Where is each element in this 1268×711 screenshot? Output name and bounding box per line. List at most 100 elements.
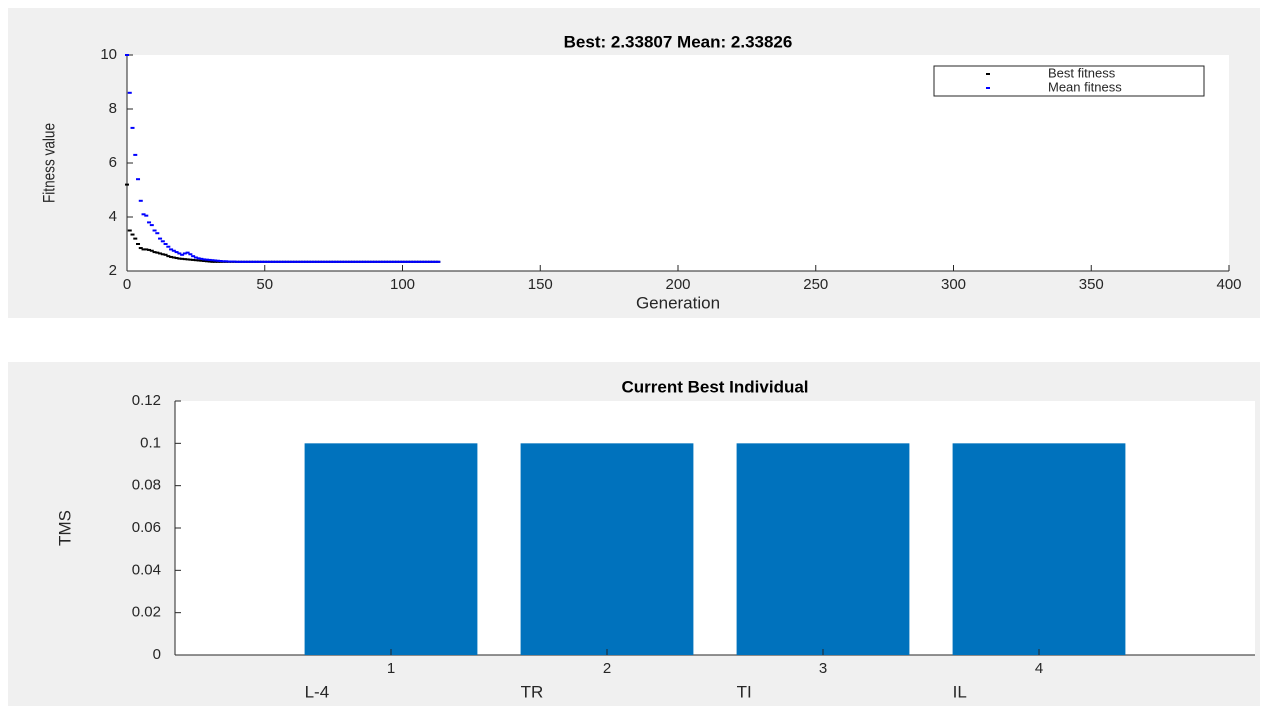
fitness-point: [141, 248, 146, 251]
fitness-point: [160, 253, 165, 256]
fitness-point: [350, 260, 355, 263]
x-tick-label: 350: [1079, 276, 1104, 293]
fitness-point: [436, 260, 441, 263]
fitness-point: [361, 260, 366, 263]
fitness-point: [265, 260, 270, 263]
fitness-point: [271, 260, 276, 263]
fitness-point: [130, 126, 135, 129]
fitness-point: [248, 260, 253, 263]
fitness-point: [246, 260, 251, 263]
y-tick-label: 0.06: [132, 519, 161, 536]
y-tick-label: 10: [100, 46, 117, 63]
fitness-point: [144, 248, 149, 251]
fitness-point: [193, 259, 198, 262]
fitness-point: [268, 260, 273, 263]
fitness-point: [169, 248, 174, 251]
chart-title: Current Best Individual: [621, 377, 808, 396]
fitness-point: [191, 258, 196, 261]
fitness-point: [210, 260, 215, 263]
fitness-point: [345, 260, 350, 263]
fitness-point: [232, 260, 237, 263]
fitness-point: [309, 260, 314, 263]
fitness-point: [312, 260, 317, 263]
fitness-point: [240, 260, 245, 263]
fitness-point: [422, 260, 427, 263]
fitness-point: [188, 258, 193, 261]
fitness-point: [226, 260, 231, 263]
x-tick-label: 150: [528, 276, 553, 293]
x-tick-label: 250: [803, 276, 828, 293]
fitness-point: [185, 258, 190, 261]
y-tick-label: 4: [109, 208, 117, 225]
legend-marker: [986, 87, 990, 89]
fitness-point: [251, 260, 256, 263]
fitness-point: [155, 232, 160, 235]
x-tick-label: 1: [387, 660, 395, 677]
fitness-point: [406, 260, 411, 263]
fitness-point: [428, 260, 433, 263]
fitness-point: [411, 260, 416, 263]
fitness-point: [158, 252, 163, 255]
fitness-point: [144, 214, 149, 217]
fitness-point: [235, 260, 240, 263]
fitness-point: [185, 251, 190, 254]
fitness-point: [273, 260, 278, 263]
fitness-point: [417, 260, 422, 263]
fitness-point: [155, 251, 160, 254]
fitness-point: [158, 237, 163, 240]
fitness-point: [290, 260, 295, 263]
fitness-point: [127, 229, 132, 232]
fitness-point: [364, 260, 369, 263]
x-tick-label: 400: [1216, 276, 1241, 293]
x-tick-label: 0: [123, 276, 131, 293]
fitness-point: [152, 229, 157, 232]
fitness-point: [276, 260, 281, 263]
x-axis-label: Generation: [636, 293, 720, 312]
fitness-point: [221, 260, 226, 263]
fitness-point: [141, 213, 146, 216]
fitness-point: [375, 260, 380, 263]
y-tick-label: 0.08: [132, 477, 161, 494]
fitness-point: [174, 257, 179, 260]
x-tick-label: 300: [941, 276, 966, 293]
fitness-point: [202, 258, 207, 261]
fitness-point: [177, 252, 182, 255]
fitness-point: [218, 260, 223, 263]
fitness-point: [174, 251, 179, 254]
fitness-point: [419, 260, 424, 263]
fitness-point: [389, 260, 394, 263]
fitness-point: [163, 253, 168, 256]
x-tick-label: 50: [256, 276, 273, 293]
y-tick-label: 0.12: [132, 392, 161, 409]
fitness-point: [386, 260, 391, 263]
fitness-point: [342, 260, 347, 263]
fitness-point: [160, 240, 165, 243]
fitness-point: [295, 260, 300, 263]
fitness-point: [326, 260, 331, 263]
fitness-point: [430, 260, 435, 263]
fitness-point: [193, 256, 198, 259]
x-tick-label: 2: [603, 660, 611, 677]
bar: [520, 443, 694, 655]
fitness-point: [383, 260, 388, 263]
fitness-point: [180, 253, 185, 256]
fitness-point: [188, 253, 193, 256]
fitness-point: [127, 91, 132, 94]
fitness-point: [169, 255, 174, 258]
fitness-point: [334, 260, 339, 263]
fitness-point: [425, 260, 430, 263]
fitness-point: [125, 54, 129, 56]
chart-title: Best: 2.33807 Mean: 2.33826: [564, 32, 793, 51]
fitness-point: [196, 257, 201, 260]
fitness-point: [317, 260, 322, 263]
fitness-point: [372, 260, 377, 263]
fitness-point: [171, 256, 176, 259]
y-tick-label: 6: [109, 154, 117, 171]
fitness-point: [298, 260, 303, 263]
fitness-point: [237, 260, 242, 263]
category-name: L-4: [305, 682, 330, 701]
y-tick-label: 0.02: [132, 604, 161, 621]
legend-marker: [986, 73, 990, 75]
fitness-point: [356, 260, 361, 263]
